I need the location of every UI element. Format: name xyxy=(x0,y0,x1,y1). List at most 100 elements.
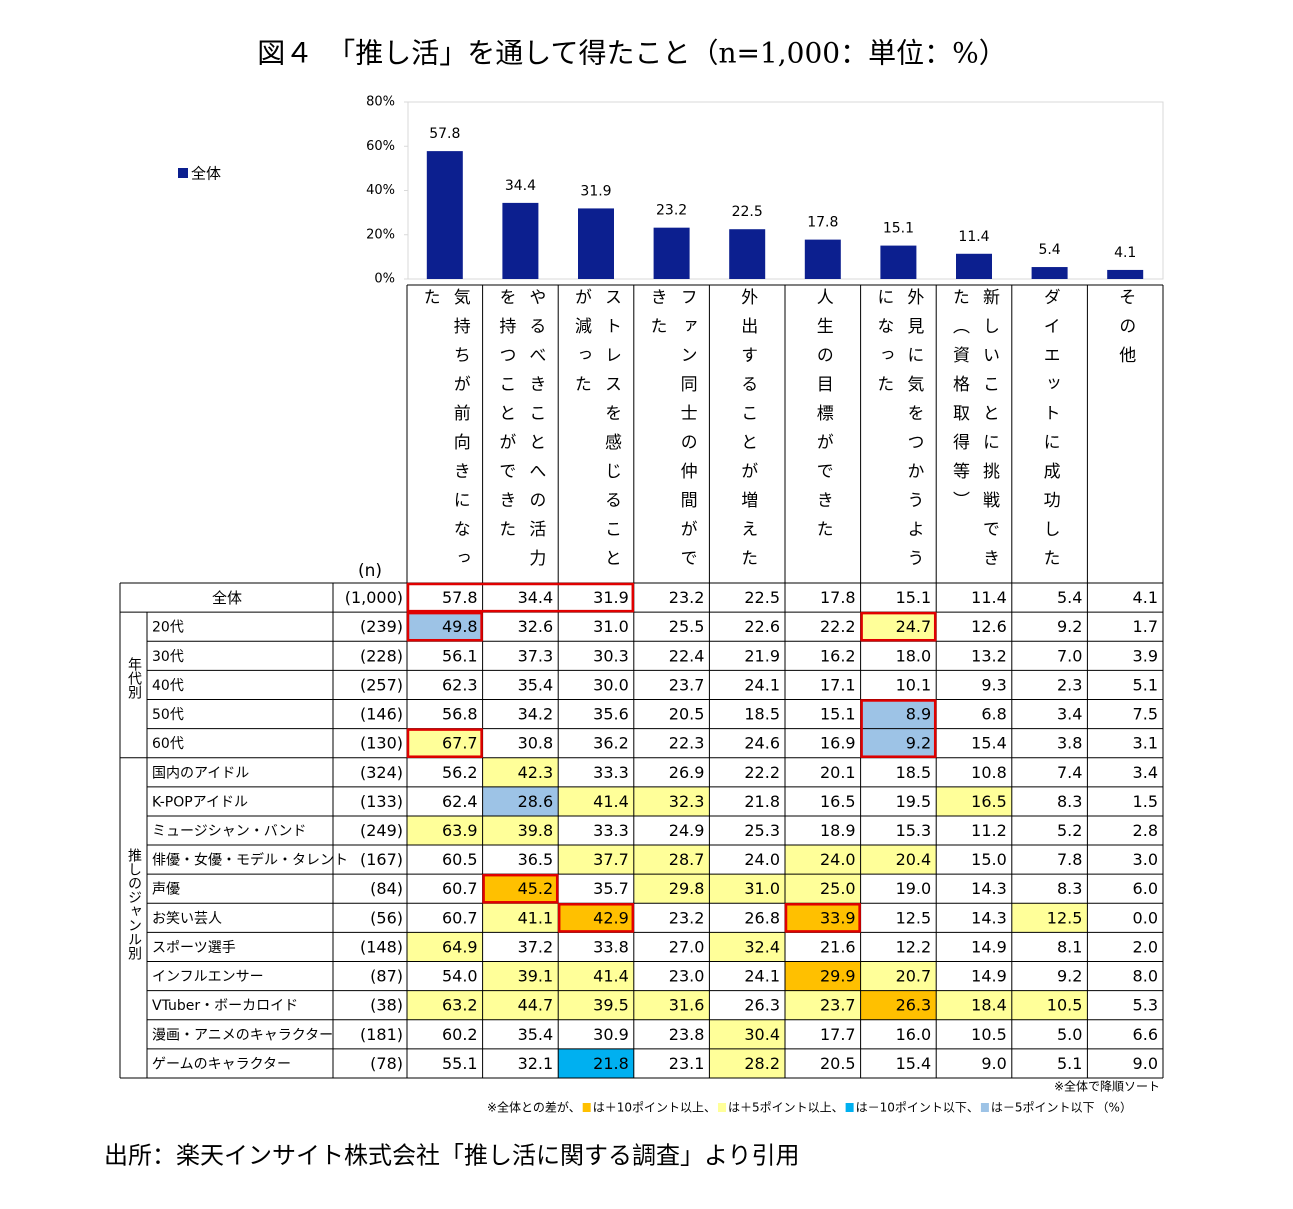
cell-value: 11.2 xyxy=(971,821,1007,840)
bar xyxy=(578,208,614,279)
y-tick-label: 20% xyxy=(366,227,395,242)
row-label: 20代 xyxy=(152,620,184,636)
cell-value: 60.7 xyxy=(442,879,478,898)
bar xyxy=(956,253,992,279)
cell-value: 37.2 xyxy=(518,937,554,956)
cell-value: 13.2 xyxy=(971,646,1007,665)
cell-value: 21.9 xyxy=(744,646,780,665)
cell-value: 29.9 xyxy=(820,967,856,986)
cell-value: 6.0 xyxy=(1133,879,1158,898)
cell-value: 39.8 xyxy=(518,821,554,840)
cell-value: 7.5 xyxy=(1133,705,1158,724)
row-n: (133) xyxy=(360,792,403,811)
row-label: K-POPアイドル xyxy=(152,794,248,810)
row-n: (38) xyxy=(370,996,403,1015)
note-swatch xyxy=(980,1103,989,1112)
cell-value: 9.3 xyxy=(981,675,1006,694)
highlight-box xyxy=(406,582,635,613)
row-label: お笑い芸人 xyxy=(152,911,222,927)
cell-fill xyxy=(860,845,937,875)
cell-value: 9.2 xyxy=(906,734,931,753)
cell-value: 23.7 xyxy=(820,996,856,1015)
cell-value: 3.4 xyxy=(1057,705,1082,724)
group-label: 推しのジャンル別 xyxy=(126,848,142,960)
cell-fill xyxy=(785,874,861,904)
cell-value: 28.7 xyxy=(669,850,705,869)
row-label: 漫画・アニメのキャラクター xyxy=(152,1027,333,1043)
cell-value: 33.3 xyxy=(593,763,629,782)
cell-value: 28.6 xyxy=(518,792,554,811)
y-tick-label: 40% xyxy=(366,183,395,198)
cell-value: 23.2 xyxy=(669,588,705,607)
cell-value: 22.5 xyxy=(744,588,780,607)
cell-value: 32.3 xyxy=(669,792,705,811)
cell-value: 15.1 xyxy=(820,705,856,724)
cell-value: 21.8 xyxy=(593,1054,629,1073)
cell-fill xyxy=(709,874,785,904)
cell-value: 26.8 xyxy=(744,908,780,927)
cell-value: 22.4 xyxy=(669,646,705,665)
value-label: 22.5 xyxy=(732,204,763,220)
cell-value: 57.8 xyxy=(442,588,478,607)
cell-value: 27.0 xyxy=(669,937,705,956)
cell-value: 42.9 xyxy=(593,908,629,927)
bar xyxy=(1107,269,1144,279)
value-label: 23.2 xyxy=(656,203,687,219)
cell-value: 16.5 xyxy=(820,792,856,811)
value-label: 34.4 xyxy=(505,178,536,194)
row-n: (130) xyxy=(360,734,403,753)
cell-value: 6.6 xyxy=(1133,1025,1158,1044)
cell-value: 24.7 xyxy=(896,617,932,636)
cell-value: 23.8 xyxy=(669,1025,705,1044)
cell-fill xyxy=(860,728,937,758)
cell-value: 16.2 xyxy=(820,646,856,665)
cell-fill xyxy=(558,845,634,875)
category-label-text: やるべきことへの活力を持つことができた xyxy=(495,288,546,578)
category-label: ダイエットに成功した xyxy=(1012,288,1088,580)
cell-value: 18.5 xyxy=(744,705,780,724)
cell-value: 8.1 xyxy=(1057,937,1082,956)
cell-value: 20.7 xyxy=(896,967,932,986)
cell-value: 20.4 xyxy=(896,850,932,869)
row-label: VTuber・ボーカロイド xyxy=(152,998,298,1014)
highlight-box xyxy=(557,903,635,933)
cell-value: 18.4 xyxy=(971,996,1007,1015)
cell-value: 19.5 xyxy=(896,792,932,811)
cell-value: 35.4 xyxy=(518,675,554,694)
cell-fill xyxy=(482,786,559,816)
note-item: は－10ポイント以下、 xyxy=(856,1101,979,1115)
cell-value: 15.4 xyxy=(896,1054,932,1073)
cell-value: 60.7 xyxy=(442,908,478,927)
y-tick-label: 0% xyxy=(374,272,395,287)
note-swatch xyxy=(582,1103,591,1112)
cell-value: 56.2 xyxy=(442,763,478,782)
note-sort: ※全体で降順ソート xyxy=(1054,1079,1160,1094)
highlight-box xyxy=(784,903,861,933)
cell-value: 15.4 xyxy=(971,734,1007,753)
cell-fill xyxy=(558,1048,634,1078)
cell-fill xyxy=(860,612,937,642)
cell-fill xyxy=(558,990,634,1020)
cell-value: 9.2 xyxy=(1057,617,1082,636)
cell-fill xyxy=(860,699,937,729)
cell-value: 0.0 xyxy=(1133,908,1158,927)
value-label: 31.9 xyxy=(580,183,611,199)
cell-fill xyxy=(1011,903,1088,933)
bar xyxy=(426,151,463,279)
cell-fill xyxy=(407,990,483,1020)
cell-fill xyxy=(1011,990,1088,1020)
cell-value: 2.0 xyxy=(1133,937,1158,956)
group-label: 年代別 xyxy=(126,657,142,699)
cell-value: 32.6 xyxy=(518,617,554,636)
row-n: (84) xyxy=(370,879,403,898)
n-header: (n) xyxy=(358,561,382,581)
category-label-text: ファン同士の仲間ができた xyxy=(646,288,697,578)
cell-fill xyxy=(709,1048,785,1078)
cell-value: 14.3 xyxy=(971,879,1007,898)
cell-fill xyxy=(482,757,559,787)
cell-value: 31.9 xyxy=(593,588,629,607)
cell-value: 8.0 xyxy=(1133,967,1158,986)
cell-value: 10.1 xyxy=(896,675,932,694)
